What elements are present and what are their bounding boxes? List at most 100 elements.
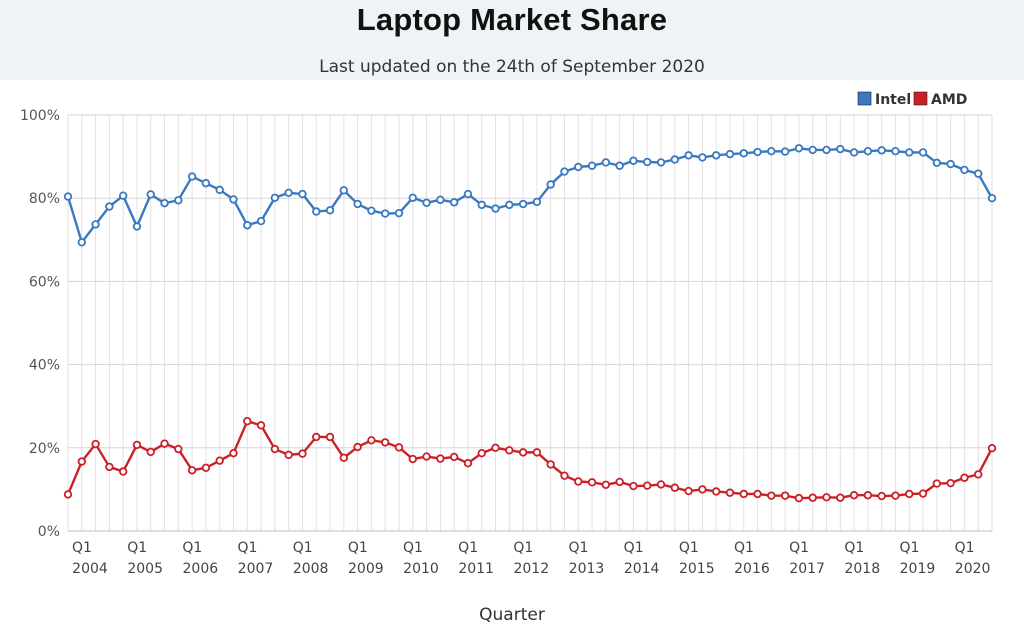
intel-data-point[interactable] xyxy=(794,144,804,153)
amd-data-point[interactable] xyxy=(711,487,721,496)
intel-data-point[interactable] xyxy=(587,161,597,170)
intel-data-point[interactable] xyxy=(339,186,349,195)
intel-data-point[interactable] xyxy=(987,193,997,203)
amd-data-point[interactable] xyxy=(960,473,969,482)
intel-data-point[interactable] xyxy=(463,189,473,199)
amd-data-point[interactable] xyxy=(422,452,431,461)
amd-data-point[interactable] xyxy=(91,439,100,449)
amd-data-point[interactable] xyxy=(808,493,817,502)
intel-data-point[interactable] xyxy=(670,155,680,164)
amd-data-point[interactable] xyxy=(256,421,266,430)
amd-data-point[interactable] xyxy=(436,454,445,463)
intel-data-point[interactable] xyxy=(974,169,983,178)
amd-data-point[interactable] xyxy=(215,456,224,465)
intel-data-point[interactable] xyxy=(753,147,762,157)
amd-data-point[interactable] xyxy=(284,450,293,460)
amd-data-point[interactable] xyxy=(174,444,183,454)
amd-data-point[interactable] xyxy=(615,477,624,487)
amd-data-point[interactable] xyxy=(325,432,335,442)
legend-item-intel[interactable]: Intel xyxy=(857,91,911,108)
intel-data-point[interactable] xyxy=(932,158,942,168)
intel-data-point[interactable] xyxy=(822,145,831,155)
amd-data-point[interactable] xyxy=(905,489,914,499)
amd-data-point[interactable] xyxy=(656,480,666,489)
amd-data-point[interactable] xyxy=(394,443,404,452)
amd-data-point[interactable] xyxy=(63,490,73,499)
intel-data-point[interactable] xyxy=(918,148,928,157)
intel-data-point[interactable] xyxy=(808,145,817,155)
intel-data-point[interactable] xyxy=(836,144,845,154)
amd-data-point[interactable] xyxy=(380,438,390,447)
amd-data-point[interactable] xyxy=(974,470,983,479)
intel-data-point[interactable] xyxy=(312,207,321,216)
amd-data-point[interactable] xyxy=(408,454,417,464)
amd-data-point[interactable] xyxy=(201,463,211,472)
amd-data-point[interactable] xyxy=(353,442,362,452)
intel-data-point[interactable] xyxy=(877,146,886,155)
intel-data-point[interactable] xyxy=(201,179,211,188)
amd-data-point[interactable] xyxy=(794,493,804,503)
amd-data-point[interactable] xyxy=(836,493,845,502)
intel-data-point[interactable] xyxy=(449,198,459,207)
intel-data-point[interactable] xyxy=(518,199,528,209)
intel-data-point[interactable] xyxy=(325,206,335,215)
intel-data-point[interactable] xyxy=(477,200,486,210)
intel-data-point[interactable] xyxy=(711,151,721,160)
amd-data-point[interactable] xyxy=(987,444,997,453)
intel-data-point[interactable] xyxy=(946,159,955,169)
intel-data-point[interactable] xyxy=(394,208,404,218)
amd-data-point[interactable] xyxy=(725,488,735,497)
intel-data-point[interactable] xyxy=(574,162,583,172)
amd-data-point[interactable] xyxy=(891,491,900,500)
intel-data-point[interactable] xyxy=(532,197,542,207)
intel-data-point[interactable] xyxy=(284,188,293,197)
intel-data-point[interactable] xyxy=(63,192,73,201)
amd-data-point[interactable] xyxy=(698,485,707,494)
intel-data-point[interactable] xyxy=(960,165,969,175)
amd-data-point[interactable] xyxy=(877,491,886,501)
amd-data-point[interactable] xyxy=(684,486,693,496)
amd-data-point[interactable] xyxy=(739,489,748,499)
amd-data-point[interactable] xyxy=(918,489,928,498)
intel-data-point[interactable] xyxy=(367,206,376,215)
intel-data-point[interactable] xyxy=(229,195,238,204)
amd-data-point[interactable] xyxy=(601,480,611,490)
intel-data-point[interactable] xyxy=(380,209,390,218)
amd-data-point[interactable] xyxy=(105,462,114,472)
amd-data-point[interactable] xyxy=(77,457,86,466)
intel-data-point[interactable] xyxy=(656,158,666,167)
intel-data-point[interactable] xyxy=(767,146,776,156)
amd-data-point[interactable] xyxy=(753,489,762,499)
amd-data-point[interactable] xyxy=(463,458,473,468)
amd-data-point[interactable] xyxy=(339,453,349,462)
amd-data-point[interactable] xyxy=(477,449,486,458)
intel-data-point[interactable] xyxy=(256,216,266,226)
amd-data-point[interactable] xyxy=(932,479,942,488)
amd-data-point[interactable] xyxy=(863,491,873,500)
amd-data-point[interactable] xyxy=(146,447,155,457)
amd-data-point[interactable] xyxy=(767,491,776,500)
intel-data-point[interactable] xyxy=(408,193,417,202)
intel-data-point[interactable] xyxy=(684,151,693,160)
intel-data-point[interactable] xyxy=(436,195,445,205)
intel-data-point[interactable] xyxy=(863,146,873,156)
intel-data-point[interactable] xyxy=(725,149,735,159)
amd-data-point[interactable] xyxy=(160,439,169,448)
intel-data-point[interactable] xyxy=(780,147,790,156)
amd-data-point[interactable] xyxy=(780,491,790,500)
intel-data-point[interactable] xyxy=(739,149,748,158)
amd-data-point[interactable] xyxy=(270,444,280,454)
amd-data-point[interactable] xyxy=(298,449,307,458)
legend[interactable]: Intel AMD xyxy=(857,91,967,108)
intel-data-point[interactable] xyxy=(629,156,638,165)
intel-data-point[interactable] xyxy=(905,148,914,157)
intel-data-point[interactable] xyxy=(215,185,224,195)
amd-data-point[interactable] xyxy=(449,452,459,462)
amd-data-point[interactable] xyxy=(629,481,638,491)
amd-data-point[interactable] xyxy=(532,448,542,457)
intel-data-point[interactable] xyxy=(174,196,183,205)
intel-data-point[interactable] xyxy=(601,158,611,167)
intel-data-point[interactable] xyxy=(160,198,169,208)
amd-data-point[interactable] xyxy=(187,466,197,475)
amd-data-point[interactable] xyxy=(505,446,514,455)
